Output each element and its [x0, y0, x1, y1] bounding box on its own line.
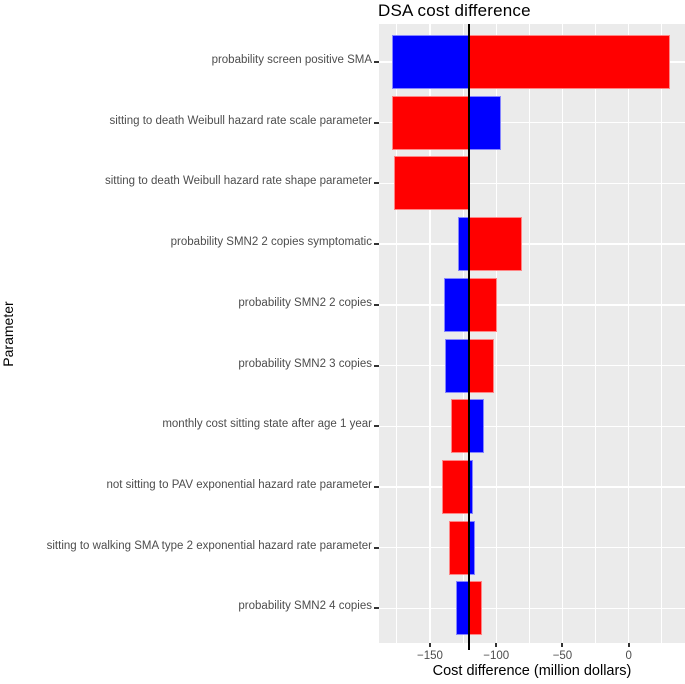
plot-panel: [379, 24, 685, 643]
y-tick: [374, 364, 379, 367]
plot-title: DSA cost difference: [378, 1, 531, 20]
row-gridline: [379, 182, 685, 185]
major-gridline: [561, 24, 564, 643]
row-gridline: [379, 547, 685, 549]
tornado-bar-right-blue: [469, 95, 501, 150]
tornado-bar-left-red: [393, 156, 470, 211]
tornado-bar-right-red: [469, 277, 497, 332]
tornado-bar-left-blue: [392, 35, 470, 89]
tornado-bar-left-red: [451, 399, 470, 454]
y-axis-label: sitting to death Weibull hazard rate sca…: [109, 114, 372, 127]
tornado-bar-right-red: [469, 338, 494, 393]
y-axis-label: not sitting to PAV exponential hazard ra…: [106, 479, 372, 492]
tornado-bar-right-red: [469, 581, 483, 636]
minor-gridline: [661, 24, 663, 643]
x-tick: [561, 643, 564, 647]
y-axis-label: probability SMN2 4 copies: [238, 600, 372, 613]
y-axis-label: probability screen positive SMA: [211, 54, 372, 66]
tornado-bar-left-blue: [444, 338, 470, 393]
tornado-bar-right-red: [469, 217, 522, 272]
x-tick: [429, 643, 431, 647]
x-tick-label: −150: [417, 650, 443, 662]
x-tick-label: −100: [483, 650, 510, 662]
tornado-bar-left-blue: [444, 277, 470, 332]
y-axis-label: sitting to death Weibull hazard rate sha…: [105, 175, 372, 188]
x-tick: [627, 643, 630, 647]
row-gridline: [379, 607, 685, 610]
baseline-tick: [468, 643, 471, 650]
y-axis-label: sitting to walking SMA type 2 exponentia…: [46, 539, 372, 552]
y-axis-label: probability SMN2 2 copies symptomatic: [170, 236, 372, 249]
y-tick: [374, 303, 379, 306]
y-tick: [374, 61, 379, 63]
row-gridline: [379, 122, 685, 124]
minor-gridline: [396, 24, 398, 643]
y-axis-label: monthly cost sitting state after age 1 y…: [162, 418, 372, 431]
tornado-bar-left-blue: [455, 581, 470, 636]
y-tick: [374, 425, 379, 428]
y-axis-label: probability SMN2 3 copies: [238, 357, 372, 370]
tornado-bar-left-red: [391, 95, 470, 150]
y-tick: [374, 121, 379, 124]
y-tick: [374, 182, 379, 185]
baseline-line: [468, 24, 471, 643]
minor-gridline: [595, 24, 597, 643]
major-gridline: [429, 24, 431, 643]
row-gridline: [379, 486, 685, 488]
x-tick: [495, 643, 498, 647]
tornado-bar-left-red: [442, 460, 470, 515]
y-tick: [374, 607, 379, 610]
y-axis-label: probability SMN2 2 copies: [238, 296, 372, 309]
row-gridline: [379, 364, 685, 367]
tornado-bar-right-blue: [469, 399, 485, 454]
minor-gridline: [462, 24, 464, 643]
tornado-bar-left-red: [448, 520, 470, 575]
y-tick: [374, 243, 379, 246]
y-tick: [374, 546, 379, 549]
major-gridline: [495, 24, 497, 643]
y-axis-title: Parameter: [0, 301, 16, 367]
x-tick-label: 0: [625, 650, 632, 662]
row-gridline: [379, 243, 685, 245]
x-axis-title: Cost difference (million dollars): [432, 663, 632, 679]
row-gridline: [379, 425, 685, 427]
minor-gridline: [528, 24, 530, 643]
row-gridline: [379, 304, 685, 306]
major-gridline: [628, 24, 630, 643]
x-tick-label: −50: [552, 650, 573, 662]
tornado-bar-right-red: [469, 35, 671, 89]
y-tick: [374, 486, 379, 489]
